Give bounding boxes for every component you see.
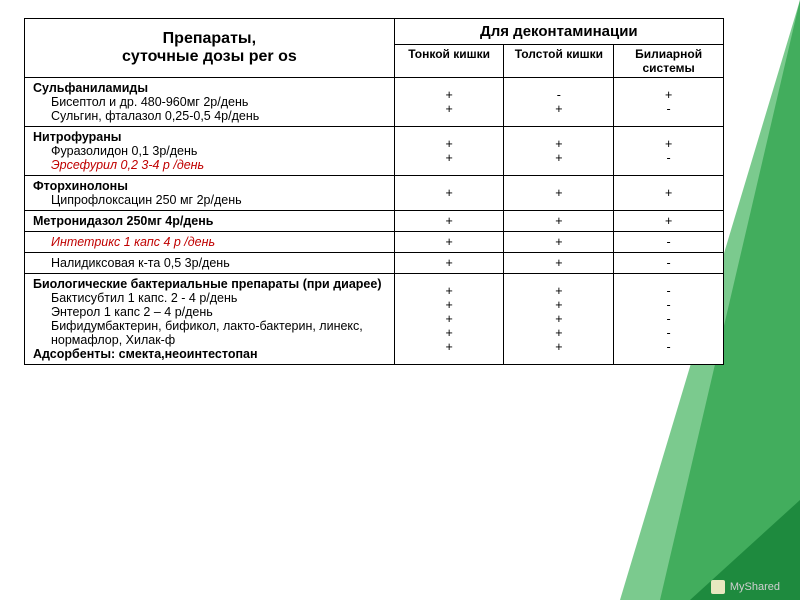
effect-cell-col2: ++: [504, 127, 614, 176]
drug-cell: Метронидазол 250мг 4р/день: [25, 211, 395, 232]
effect-cell-col3: +: [614, 211, 724, 232]
table-row: Биологические бактериальные препараты (п…: [25, 274, 724, 365]
drug-table-container: Препараты, суточные дозы per os Для деко…: [24, 18, 724, 365]
subheader-col1: Тонкой кишки: [394, 45, 504, 78]
effect-cell-col1: +: [394, 176, 504, 211]
effect-cell-col3: +-: [614, 127, 724, 176]
header-left: Препараты, суточные дозы per os: [25, 19, 395, 78]
drug-cell: Биологические бактериальные препараты (п…: [25, 274, 395, 365]
table-row: ФторхинолоныЦипрофлоксацин 250 мг 2р/ден…: [25, 176, 724, 211]
drug-cell: ФторхинолоныЦипрофлоксацин 250 мг 2р/ден…: [25, 176, 395, 211]
effect-cell-col2: +: [504, 211, 614, 232]
effect-cell-col1: +: [394, 232, 504, 253]
drug-cell: НитрофураныФуразолидон 0,1 3р/деньЭрсефу…: [25, 127, 395, 176]
watermark: MyShared: [711, 580, 780, 594]
table-row: Интетрикс 1 капс 4 р /день++-: [25, 232, 724, 253]
effect-cell-col3: -: [614, 232, 724, 253]
effect-cell-col3: -----: [614, 274, 724, 365]
watermark-text: MyShared: [730, 581, 780, 593]
watermark-icon: [711, 580, 725, 594]
effect-cell-col2: +: [504, 176, 614, 211]
effect-cell-col3: +-: [614, 78, 724, 127]
subheader-col3: Билиарной системы: [614, 45, 724, 78]
header-left-line1: Препараты,: [163, 30, 256, 47]
effect-cell-col1: +: [394, 253, 504, 274]
subheader-col2: Толстой кишки: [504, 45, 614, 78]
table-row: СульфаниламидыБисептол и др. 480-960мг 2…: [25, 78, 724, 127]
drug-cell: Интетрикс 1 капс 4 р /день: [25, 232, 395, 253]
table-row: Налидиксовая к-та 0,5 3р/день++-: [25, 253, 724, 274]
effect-cell-col2: +: [504, 232, 614, 253]
effect-cell-col3: -: [614, 253, 724, 274]
table-row: Метронидазол 250мг 4р/день+++: [25, 211, 724, 232]
effect-cell-col1: ++: [394, 127, 504, 176]
table-row: НитрофураныФуразолидон 0,1 3р/деньЭрсефу…: [25, 127, 724, 176]
effect-cell-col2: -+: [504, 78, 614, 127]
effect-cell-col1: ++: [394, 78, 504, 127]
drug-cell: Налидиксовая к-та 0,5 3р/день: [25, 253, 395, 274]
header-left-line2: суточные дозы per os: [122, 48, 297, 65]
effect-cell-col1: +++++: [394, 274, 504, 365]
effect-cell-col2: +: [504, 253, 614, 274]
drug-cell: СульфаниламидыБисептол и др. 480-960мг 2…: [25, 78, 395, 127]
effect-cell-col2: +++++: [504, 274, 614, 365]
header-right-span: Для деконтаминации: [394, 19, 723, 45]
effect-cell-col1: +: [394, 211, 504, 232]
effect-cell-col3: +: [614, 176, 724, 211]
drug-table: Препараты, суточные дозы per os Для деко…: [24, 18, 724, 365]
